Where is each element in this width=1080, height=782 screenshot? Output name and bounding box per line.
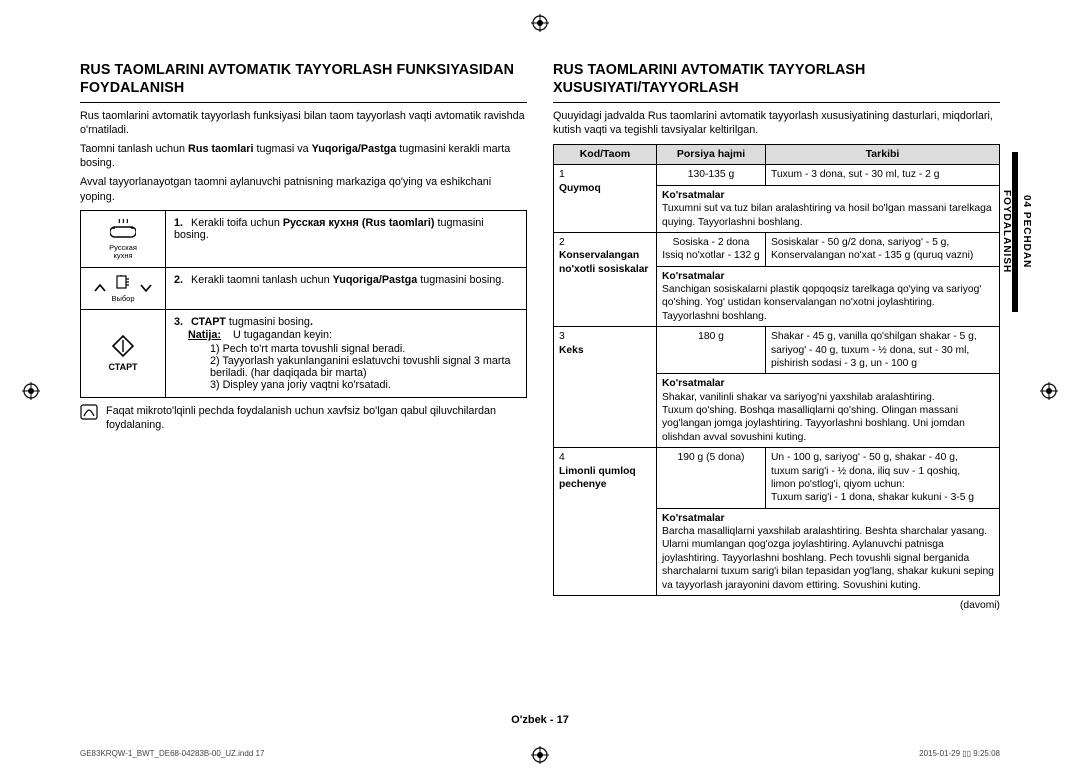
step1-icon-cell: Русская кухня	[81, 211, 166, 268]
th-code: Kod/Taom	[554, 144, 657, 165]
recipe-portion-cell: 130-135 g	[657, 165, 766, 185]
recipe-tips-cell: Ko'rsatmalarTuxumni sut va tuz bilan ara…	[657, 185, 1000, 232]
step1-text: 1. Kerakli toifa uchun Русская кухня (Ru…	[166, 211, 527, 268]
select-icon	[115, 274, 131, 290]
note: Faqat mikroto'lqinli pechda foydalanish …	[80, 404, 527, 433]
heading-rule	[80, 102, 527, 103]
recipe-portion-cell: 180 g	[657, 327, 766, 374]
start-diamond-icon	[111, 334, 135, 358]
recipe-code-cell: 2Konservalangan no'xotli sosiskalar	[554, 232, 657, 326]
chevron-up-icon	[93, 281, 107, 295]
registration-mark-icon	[531, 14, 549, 32]
recipe-portion-cell: 190 g (5 dona)	[657, 448, 766, 509]
th-ingredients: Tarkibi	[766, 144, 1000, 165]
recipe-ingredients-cell: Sosiskalar - 50 g/2 dona, sariyog' - 5 g…	[766, 232, 1000, 266]
recipe-code-cell: 1Quymoq	[554, 165, 657, 233]
page: 04 PECHDAN FOYDALANISH RUS TAOMLARINI AV…	[0, 0, 1080, 782]
step1-icon-label: Русская кухня	[85, 244, 161, 261]
imprint: GE83KRQW-1_BWT_DE68-04283B-00_UZ.indd 17…	[80, 749, 1000, 758]
left-p2: Taomni tanlash uchun Rus taomlari tugmas…	[80, 142, 527, 171]
recipe-code-cell: 3Keks	[554, 327, 657, 448]
recipe-tips-cell: Ko'rsatmalarSanchigan sosiskalarni plast…	[657, 266, 1000, 327]
continued-label: (davomi)	[553, 600, 1000, 611]
page-footer: O'zbek - 17	[0, 714, 1080, 726]
th-portion: Porsiya hajmi	[657, 144, 766, 165]
right-heading: RUS TAOMLARINI AVTOMATIK TAYYORLASH XUSU…	[553, 62, 1000, 98]
left-heading: RUS TAOMLARINI AVTOMATIK TAYYORLASH FUNK…	[80, 62, 527, 98]
note-icon	[80, 404, 98, 433]
recipe-code-cell: 4Limonli qumloq pechenye	[554, 448, 657, 596]
right-column: RUS TAOMLARINI AVTOMATIK TAYYORLASH XUSU…	[553, 62, 1000, 611]
recipe-ingredients-cell: Shakar - 45 g, vanilla qo'shilgan shakar…	[766, 327, 1000, 374]
content: RUS TAOMLARINI AVTOMATIK TAYYORLASH FUNK…	[0, 0, 1080, 611]
right-intro: Quuyidagi jadvalda Rus taomlarini avtoma…	[553, 109, 1000, 138]
note-text: Faqat mikroto'lqinli pechda foydalanish …	[106, 404, 527, 433]
recipe-ingredients-cell: Un - 100 g, sariyog' - 50 g, shakar - 40…	[766, 448, 1000, 509]
recipe-tips-cell: Ko'rsatmalarShakar, vanilinli shakar va …	[657, 374, 1000, 448]
step3-icon-cell: СТАРТ	[81, 309, 166, 397]
step3-sub1: 1) Pech to'rt marta tovushli signal bera…	[210, 343, 518, 355]
step2-icon-cell: Выбор	[81, 267, 166, 309]
step2-icon-label: Выбор	[111, 295, 134, 303]
step3-icon-label: СТАРТ	[85, 363, 161, 373]
left-column: RUS TAOMLARINI AVTOMATIK TAYYORLASH FUNK…	[80, 62, 527, 611]
steps-table: Русская кухня 1. Kerakli toifa uchun Рус…	[80, 210, 527, 398]
pot-icon	[110, 217, 136, 239]
step3-sub2: 2) Tayyorlash yakunlanganini eslatuvchi …	[210, 355, 518, 379]
registration-mark-icon	[22, 382, 40, 400]
step3-text: 3. СТАРТ tugmasini bosing. Natija: U tug…	[166, 309, 527, 397]
step2-text: 2. Kerakli taomni tanlash uchun Yuqoriga…	[166, 267, 527, 309]
left-p3: Avval tayyorlanayotgan taomni aylanuvchi…	[80, 175, 527, 204]
section-tab-bar	[1012, 152, 1018, 312]
step3-sub3: 3) Displey yana joriy vaqtni ko'rsatadi.	[210, 379, 518, 391]
recipe-portion-cell: Sosiska - 2 donaIssiq no'xotlar - 132 g	[657, 232, 766, 266]
registration-mark-icon	[1040, 382, 1058, 400]
heading-rule	[553, 102, 1000, 103]
recipe-table: Kod/Taom Porsiya hajmi Tarkibi 1Quymoq13…	[553, 144, 1000, 596]
left-p1: Rus taomlarini avtomatik tayyorlash funk…	[80, 109, 527, 138]
imprint-left: GE83KRQW-1_BWT_DE68-04283B-00_UZ.indd 17	[80, 749, 264, 758]
chevron-down-icon	[139, 281, 153, 295]
recipe-tips-cell: Ko'rsatmalarBarcha masalliqlarni yaxshil…	[657, 508, 1000, 595]
section-tab: 04 PECHDAN FOYDALANISH	[996, 152, 1016, 317]
recipe-ingredients-cell: Tuxum - 3 dona, sut - 30 ml, tuz - 2 g	[766, 165, 1000, 185]
imprint-right: 2015-01-29 ▯▯ 9:25:08	[919, 749, 1000, 758]
